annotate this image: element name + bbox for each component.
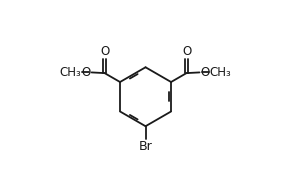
Text: O: O <box>182 45 191 58</box>
Text: O: O <box>100 45 109 58</box>
Text: CH₃: CH₃ <box>60 66 81 79</box>
Text: CH₃: CH₃ <box>210 66 231 79</box>
Text: O: O <box>82 66 91 79</box>
Text: O: O <box>200 66 210 79</box>
Text: Br: Br <box>139 140 153 153</box>
